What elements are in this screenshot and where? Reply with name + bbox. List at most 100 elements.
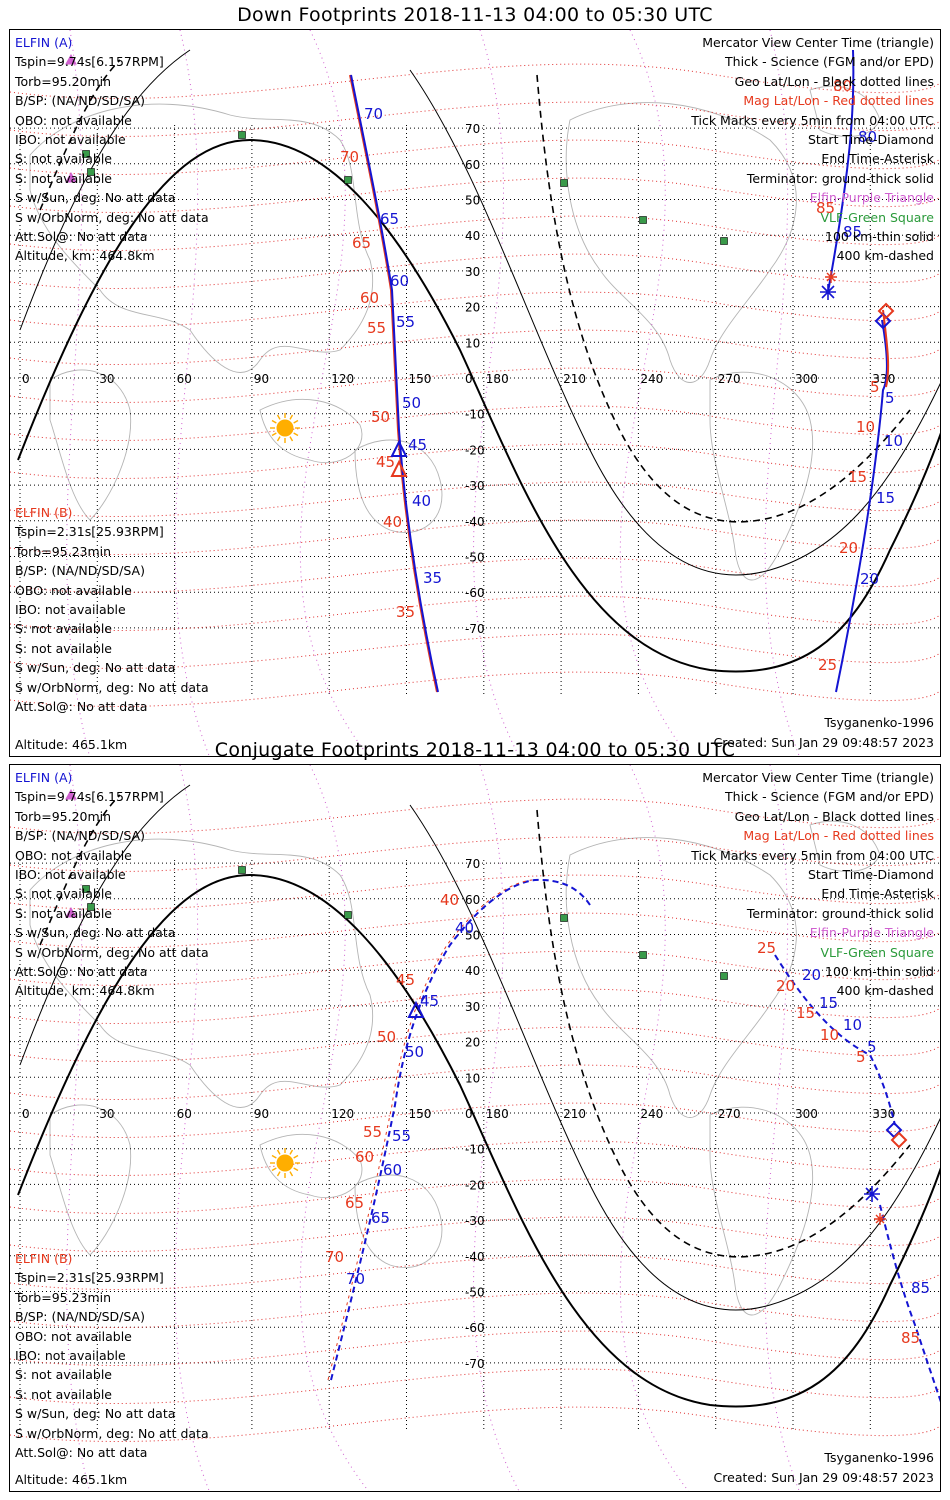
longitude-tick-label: 0 bbox=[22, 1107, 30, 1121]
latitude-tick-label: 60 bbox=[465, 158, 480, 172]
elfin-b-track-mark: 65 bbox=[352, 234, 371, 252]
legend-end-time: End Time-Asterisk bbox=[821, 151, 934, 167]
mag-latitude-curve bbox=[10, 798, 940, 834]
longitude-tick-label: 90 bbox=[254, 372, 269, 386]
elfin-b-track-mark: 70 bbox=[325, 1248, 344, 1266]
elfin-site-triangle bbox=[65, 53, 77, 65]
elfin-b-right-mark: 20 bbox=[839, 539, 858, 557]
elfin-b-altitude: Altitude: 465.1km bbox=[15, 1472, 128, 1487]
elfin-a-track-mark: 50 bbox=[402, 394, 421, 412]
elfin-b-track-mark: 40 bbox=[440, 891, 459, 909]
latitude-tick-label: 20 bbox=[465, 1036, 480, 1050]
panel-2-title: Conjugate Footprints 2018-11-13 04:00 to… bbox=[214, 739, 736, 761]
vlf-station-square bbox=[344, 911, 352, 919]
model-label: Tsyganenko-1996 bbox=[824, 1450, 934, 1466]
elfin-a-line: Altitude, km: 464.8km bbox=[15, 248, 155, 264]
coastline-outline bbox=[259, 1133, 363, 1199]
elfin-a-track-mark: 55 bbox=[396, 313, 415, 331]
elfin-b-line: S: not available bbox=[15, 640, 112, 656]
legend-science: Thick - Science (FGM and/or EPD) bbox=[725, 54, 934, 70]
elfin-a-line: Altitude, km: 464.8km bbox=[15, 983, 155, 999]
elfin-a-line: S w/Sun, deg: No att data bbox=[15, 190, 176, 206]
elfin-a-info: ELFIN (A) Tspin=9.74s[6.157RPM] Torb=95.… bbox=[15, 768, 209, 1001]
elfin-b-right-mark: 15 bbox=[796, 1004, 815, 1022]
latitude-tick-label: -70 bbox=[465, 1357, 485, 1371]
mag-latitude-curve bbox=[10, 671, 940, 707]
longitude-tick-label: 30 bbox=[99, 1107, 114, 1121]
mag-latitude-curve bbox=[10, 1216, 940, 1252]
elfin-site-triangle bbox=[65, 171, 77, 183]
elfin-b-label: ELFIN (B) bbox=[15, 1251, 73, 1266]
legend-vlf-site: VLF-Green Square bbox=[820, 209, 934, 225]
mag-longitude-curve bbox=[299, 765, 370, 1491]
sun-ray bbox=[271, 419, 277, 424]
elfin-b-track-mark: 65 bbox=[345, 1194, 364, 1212]
latitude-tick-label: 0 bbox=[465, 1107, 473, 1121]
elfin-a-track-mark: 50 bbox=[405, 1043, 424, 1061]
sun-ray bbox=[293, 1167, 299, 1172]
mag-latitude-curve bbox=[10, 1406, 940, 1442]
elfin-b-line: B/SP: (NA/ND/SD/SA) bbox=[15, 563, 145, 579]
vlf-station-square bbox=[560, 914, 568, 922]
vlf-station-square bbox=[82, 150, 90, 158]
legend: Mercator View Center Time (triangle) Thi… bbox=[691, 33, 934, 266]
elfin-a-track-mark: 40 bbox=[455, 919, 474, 937]
latitude-tick-label: 0 bbox=[465, 372, 473, 386]
elfin-b-info: ELFIN (B) Tspin=2.31s[25.93RPM] Torb=95.… bbox=[15, 1249, 209, 1462]
elfin-a-line: S w/OrbNorm, deg: No att data bbox=[15, 944, 209, 960]
legend-terminator: Terminator: ground-thick solid bbox=[746, 170, 934, 186]
latitude-tick-label: 10 bbox=[465, 1071, 480, 1085]
elfin-a-line: S: not available bbox=[15, 886, 112, 902]
legend-100km: 100 km-thin solid bbox=[825, 963, 934, 979]
latitude-tick-label: -70 bbox=[465, 622, 485, 636]
legend-400km: 400 km-dashed bbox=[836, 983, 934, 999]
elfin-a-right-mark: 80 bbox=[858, 128, 877, 146]
elfin-site-triangle bbox=[65, 788, 77, 800]
latitude-tick-label: 40 bbox=[465, 964, 480, 978]
mag-longitude-curve bbox=[299, 30, 370, 756]
legend-400km: 400 km-dashed bbox=[836, 248, 934, 264]
elfin-b-line: B/SP: (NA/ND/SD/SA) bbox=[15, 1309, 145, 1325]
elfin-b-track-mark: 40 bbox=[383, 513, 402, 531]
elfin-a-track-right-lower bbox=[835, 319, 888, 693]
sun-ray bbox=[276, 436, 281, 442]
latitude-tick-label: 70 bbox=[465, 122, 480, 136]
elfin-a-line: S: not available bbox=[15, 151, 112, 167]
elfin-a-end-asterisk bbox=[864, 1186, 880, 1202]
latitude-tick-label: -60 bbox=[465, 1321, 485, 1335]
longitude-tick-label: 270 bbox=[718, 372, 741, 386]
legend-science: Thick - Science (FGM and/or EPD) bbox=[725, 789, 934, 805]
latitude-tick-label: -10 bbox=[465, 408, 485, 422]
elfin-b-start-diamond bbox=[890, 1131, 908, 1149]
longitude-tick-label: 150 bbox=[409, 1107, 432, 1121]
longitude-tick-label: 210 bbox=[563, 1107, 586, 1121]
sun-ray bbox=[289, 436, 294, 442]
elfin-b-track-mark: 70 bbox=[340, 148, 359, 166]
latitude-tick-label: 70 bbox=[465, 857, 480, 871]
elfin-a-track bbox=[330, 878, 591, 1381]
longitude-tick-label: 90 bbox=[254, 1107, 269, 1121]
legend-start-time: Start Time-Diamond bbox=[807, 131, 934, 147]
elfin-a-track-mark: 70 bbox=[364, 105, 383, 123]
latitude-tick-label: -30 bbox=[465, 1214, 485, 1228]
coastline-outline bbox=[49, 369, 132, 521]
terminator-100km-line bbox=[19, 784, 940, 1311]
elfin-b-line: IBO: not available bbox=[15, 601, 126, 617]
down-footprints-map-panel: 0306090120150180210240270300330360706050… bbox=[9, 29, 941, 757]
coastline-outline bbox=[354, 1174, 443, 1268]
mag-latitude-curve bbox=[10, 1330, 940, 1366]
mag-longitude-curve bbox=[619, 765, 690, 1491]
legend-tick-marks: Tick Marks every 5min from 04:00 UTC bbox=[691, 112, 934, 128]
created-label: Created: Sun Jan 29 09:48:57 2023 bbox=[713, 1469, 934, 1485]
created-label: Created: Sun Jan 29 09:48:57 2023 bbox=[713, 734, 934, 750]
mag-latitude-curve bbox=[10, 139, 940, 175]
elfin-a-right-mark: 85 bbox=[911, 1279, 930, 1297]
elfin-a-line: Att.Sol@: No att data bbox=[15, 228, 148, 244]
legend-geo-grid: Geo Lat/Lon - Black dotted lines bbox=[734, 73, 934, 89]
elfin-a-right-mark: 15 bbox=[819, 994, 838, 1012]
elfin-b-line: Tspin=2.31s[25.93RPM] bbox=[15, 524, 164, 540]
legend-elfin-site: Elfin-Purple Triangle bbox=[809, 190, 934, 206]
elfin-b-line: S: not available bbox=[15, 1386, 112, 1402]
elfin-b-altitude: Altitude: 465.1km bbox=[15, 737, 128, 752]
vlf-station-square bbox=[560, 179, 568, 187]
